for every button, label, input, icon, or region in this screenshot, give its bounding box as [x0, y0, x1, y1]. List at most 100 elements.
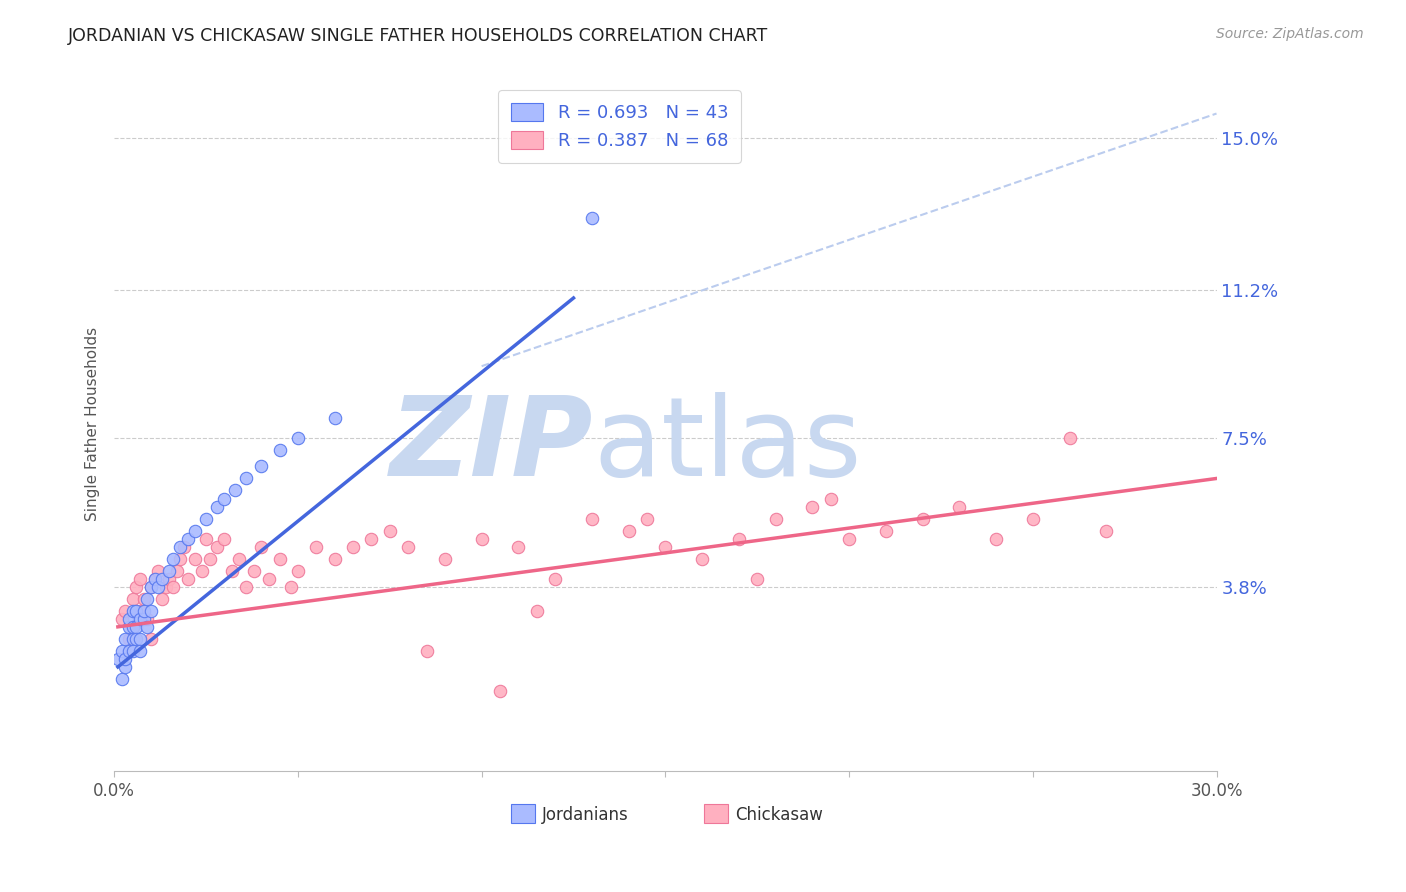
- Point: [205, 540, 228, 554]
- Point: [176, 532, 198, 546]
- Point: [250, 459, 273, 474]
- Point: [129, 612, 152, 626]
- Point: [280, 580, 302, 594]
- Point: [150, 572, 173, 586]
- Point: [162, 580, 184, 594]
- Point: [132, 604, 155, 618]
- Point: [125, 604, 148, 618]
- Point: [747, 572, 769, 586]
- Point: [176, 572, 198, 586]
- Point: [118, 620, 141, 634]
- Point: [139, 604, 162, 618]
- Point: [415, 644, 437, 658]
- Text: ZIP: ZIP: [391, 392, 593, 499]
- Point: [243, 564, 266, 578]
- Point: [305, 540, 328, 554]
- Point: [129, 632, 152, 646]
- Point: [132, 612, 155, 626]
- Point: [765, 511, 787, 525]
- Point: [690, 551, 713, 566]
- Point: [110, 612, 132, 626]
- Point: [287, 431, 309, 445]
- Point: [654, 540, 676, 554]
- Point: [125, 580, 148, 594]
- Point: [129, 644, 152, 658]
- Point: [121, 632, 143, 646]
- Point: [110, 672, 132, 686]
- Point: [114, 632, 136, 646]
- Point: [162, 551, 184, 566]
- Point: [139, 580, 162, 594]
- Point: [581, 511, 603, 525]
- Point: [148, 580, 170, 594]
- Point: [489, 684, 512, 698]
- Point: [125, 632, 148, 646]
- Point: [121, 591, 143, 606]
- Point: [1059, 431, 1081, 445]
- Point: [396, 540, 419, 554]
- Point: [155, 580, 177, 594]
- Point: [727, 532, 749, 546]
- Point: [136, 612, 159, 626]
- Point: [169, 540, 191, 554]
- Point: [342, 540, 364, 554]
- Point: [544, 572, 567, 586]
- Point: [287, 564, 309, 578]
- Point: [195, 511, 218, 525]
- Point: [143, 572, 166, 586]
- Point: [118, 644, 141, 658]
- Point: [269, 551, 291, 566]
- Point: [107, 652, 129, 666]
- Point: [984, 532, 1007, 546]
- Point: [526, 604, 548, 618]
- Point: [136, 591, 159, 606]
- Point: [184, 551, 207, 566]
- Point: [129, 572, 152, 586]
- FancyBboxPatch shape: [510, 804, 536, 823]
- Point: [118, 632, 141, 646]
- Point: [224, 483, 246, 498]
- Point: [948, 500, 970, 514]
- Point: [911, 511, 934, 525]
- Point: [228, 551, 250, 566]
- Point: [198, 551, 221, 566]
- Point: [581, 211, 603, 225]
- Point: [617, 524, 640, 538]
- Y-axis label: Single Father Households: Single Father Households: [86, 327, 100, 522]
- Point: [191, 564, 214, 578]
- Point: [1095, 524, 1118, 538]
- Point: [360, 532, 382, 546]
- Point: [838, 532, 860, 546]
- Text: Source: ZipAtlas.com: Source: ZipAtlas.com: [1216, 27, 1364, 41]
- Point: [257, 572, 280, 586]
- Point: [214, 491, 236, 506]
- Point: [508, 540, 530, 554]
- Point: [114, 604, 136, 618]
- Text: Chickasaw: Chickasaw: [735, 805, 823, 824]
- Point: [139, 580, 162, 594]
- Point: [129, 604, 152, 618]
- Point: [166, 564, 188, 578]
- Point: [132, 591, 155, 606]
- Point: [195, 532, 218, 546]
- Point: [121, 604, 143, 618]
- Text: Jordanians: Jordanians: [541, 805, 628, 824]
- Text: atlas: atlas: [593, 392, 862, 499]
- Point: [121, 620, 143, 634]
- Point: [221, 564, 243, 578]
- Legend: R = 0.693   N = 43, R = 0.387   N = 68: R = 0.693 N = 43, R = 0.387 N = 68: [498, 90, 741, 163]
- Point: [323, 411, 346, 425]
- Point: [125, 620, 148, 634]
- Point: [114, 660, 136, 674]
- Point: [433, 551, 456, 566]
- Point: [114, 652, 136, 666]
- FancyBboxPatch shape: [704, 804, 728, 823]
- Point: [173, 540, 195, 554]
- Point: [875, 524, 897, 538]
- Point: [157, 572, 180, 586]
- Point: [471, 532, 494, 546]
- Point: [250, 540, 273, 554]
- Point: [820, 491, 842, 506]
- Point: [143, 572, 166, 586]
- Point: [148, 564, 170, 578]
